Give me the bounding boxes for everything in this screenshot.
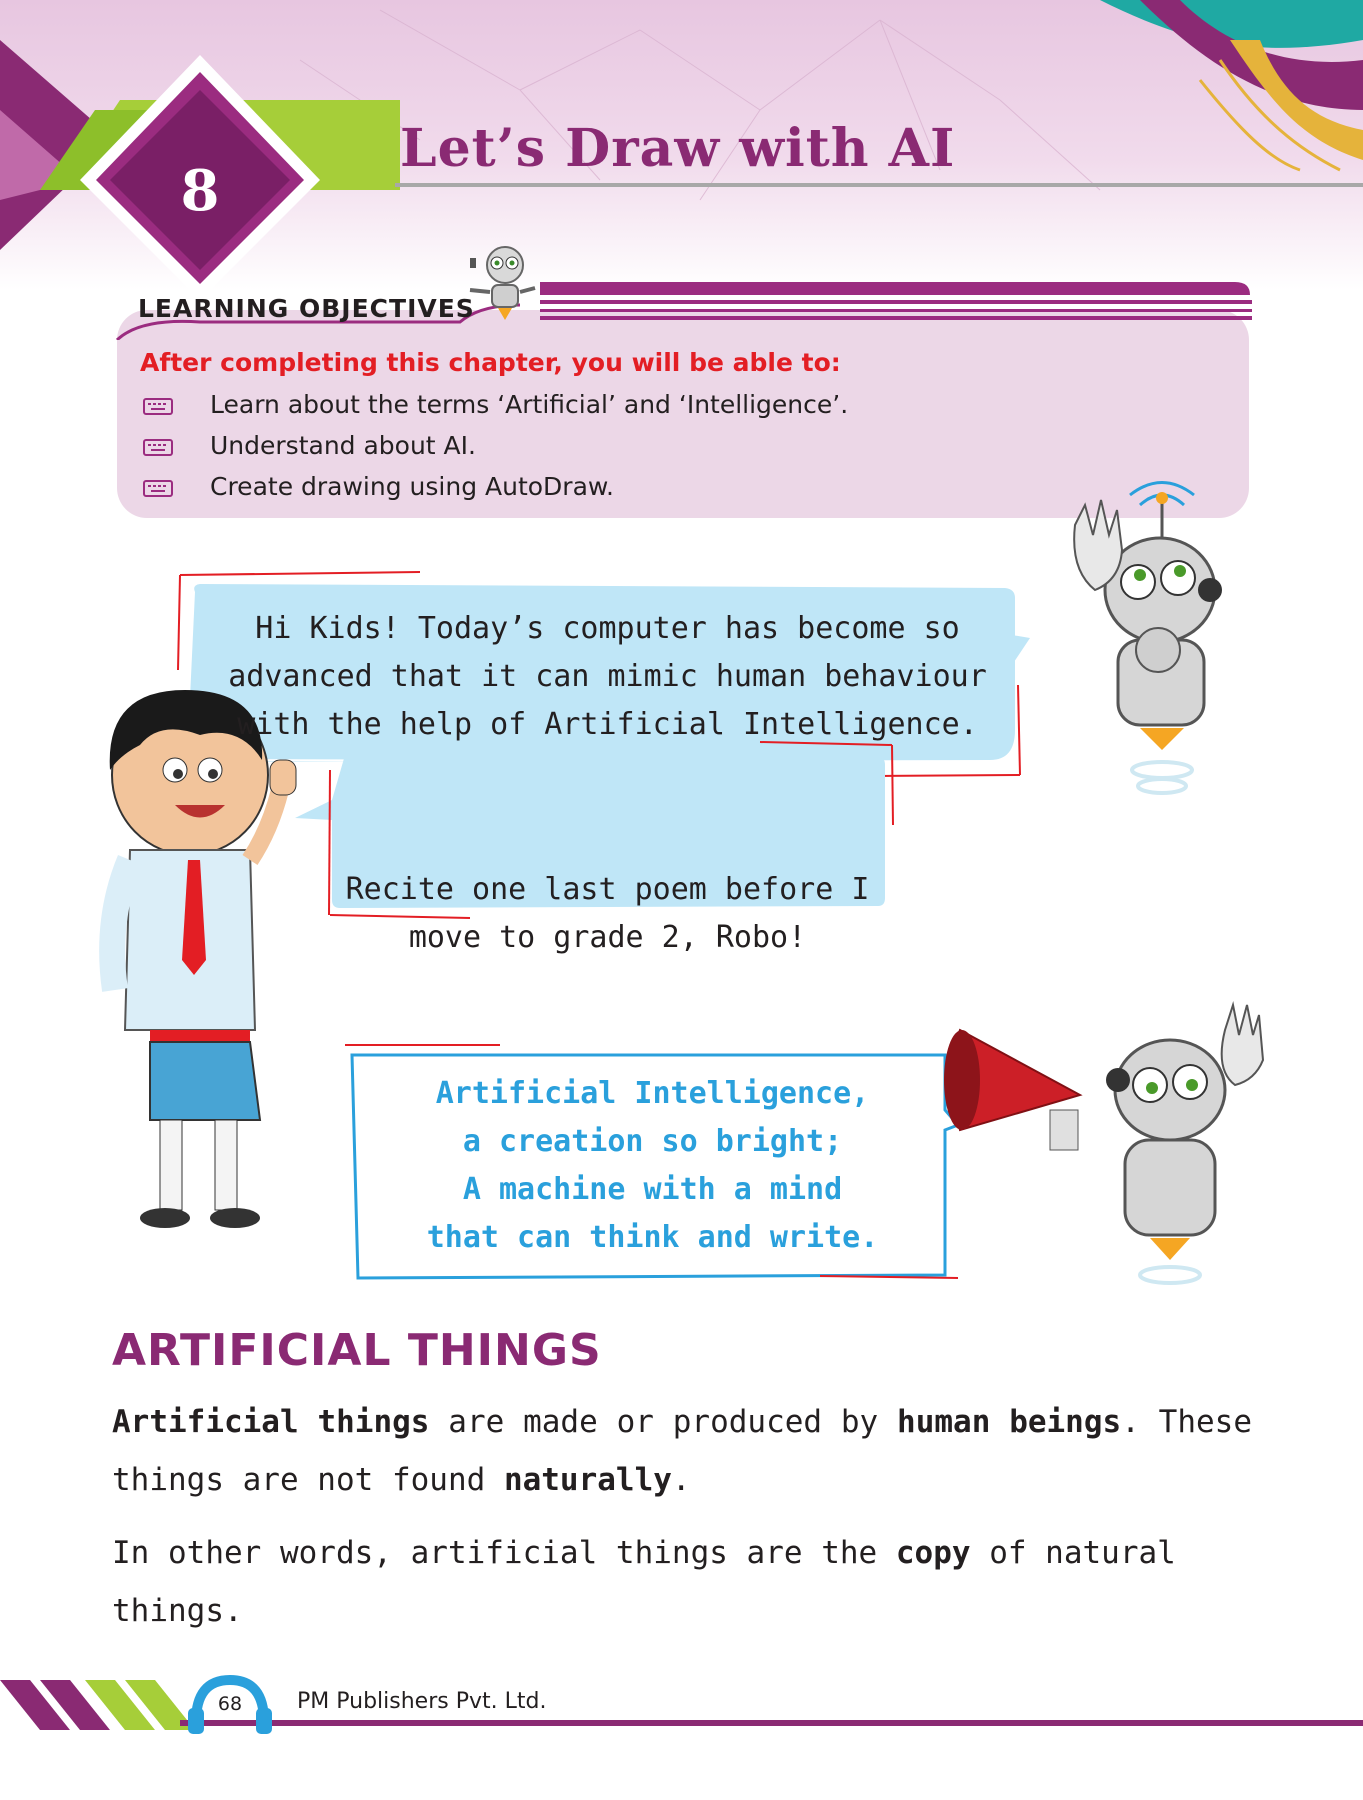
publisher-name: PM Publishers Pvt. Ltd.	[297, 1689, 547, 1714]
chapter-number: 8	[180, 158, 220, 224]
poem-line: A machine with a mind	[462, 1172, 843, 1207]
poem-line: Artificial Intelligence,	[435, 1076, 870, 1111]
bold-term: naturally	[503, 1462, 672, 1498]
kid-speech-bubble	[295, 741, 894, 919]
body-text: In other words, artificial things are th…	[112, 1535, 896, 1571]
dialogue-line: with the help of Artificial Intelligence…	[237, 707, 978, 742]
bold-term: human beings	[897, 1404, 1122, 1440]
poem-line: a creation so bright;	[462, 1124, 843, 1159]
objective-text: Understand about AI.	[210, 431, 476, 460]
poem-box	[345, 1044, 961, 1280]
headphone-icon	[188, 1674, 272, 1734]
robot-dialogue: Hi Kids! Today’s computer has become so …	[205, 605, 1010, 749]
paragraph-definition: Artificial things are made or produced b…	[112, 1393, 1252, 1509]
body-text: of natural things.	[112, 1535, 1176, 1629]
kid-dialogue: Recite one last poem before I move to gr…	[335, 866, 880, 962]
keyboard-icon	[143, 439, 173, 456]
footer-decoration	[0, 1674, 1363, 1734]
poem-line: that can think and write.	[426, 1220, 879, 1255]
learning-objectives-panel	[117, 310, 1249, 518]
dialogue-line: advanced that it can mimic human behavio…	[228, 659, 987, 694]
dialogue-illustration	[99, 481, 1265, 1285]
objectives-heading: LEARNING OBJECTIVES	[138, 294, 475, 323]
body-text: . These things are not found	[112, 1404, 1252, 1498]
section-title: ARTIFICIAL THINGS	[112, 1325, 602, 1376]
chapter-title: Let’s Draw with AI	[400, 118, 956, 179]
objective-text: Learn about the terms ‘Artificial’ and ‘…	[210, 390, 849, 419]
page-number: 68	[217, 1693, 243, 1715]
bold-term: Artificial things	[112, 1404, 430, 1440]
dialogue-line: Recite one last poem before I	[345, 872, 870, 907]
keyboard-icon	[143, 480, 173, 497]
body-text: .	[671, 1462, 691, 1498]
paragraph-copy: In other words, artificial things are th…	[112, 1524, 1252, 1640]
boy-character-icon	[99, 690, 297, 1228]
mini-robot-icon	[469, 246, 536, 320]
dialogue-line: move to grade 2, Robo!	[408, 920, 807, 955]
objectives-stripes	[115, 246, 1252, 340]
poem-text: Artificial Intelligence, a creation so b…	[350, 1070, 955, 1262]
objective-text: Create drawing using AutoDraw.	[210, 472, 615, 501]
robot-waving-icon	[1073, 481, 1222, 795]
dialogue-line: Hi Kids! Today’s computer has become so	[255, 611, 960, 646]
objectives-intro: After completing this chapter, you will …	[140, 348, 841, 377]
robot-megaphone-icon	[944, 1001, 1265, 1285]
header-decoration	[0, 0, 1363, 290]
keyboard-icon	[143, 398, 173, 415]
body-text: are made or produced by	[429, 1404, 898, 1440]
title-divider	[395, 183, 1363, 187]
bold-term: copy	[895, 1535, 971, 1571]
